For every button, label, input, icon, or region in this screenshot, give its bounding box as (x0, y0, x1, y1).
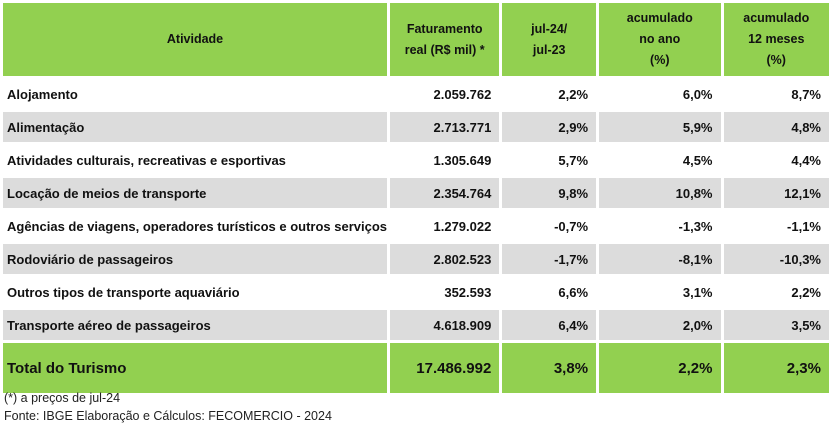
cell-faturamento: 1.305.649 (390, 145, 500, 175)
cell-acumulado-ano: -8,1% (599, 244, 721, 274)
source-note: Fonte: IBGE Elaboração e Cálculos: FECOM… (4, 409, 332, 423)
cell-acumulado-12-meses: 4,8% (723, 112, 829, 142)
header-line: (%) (650, 53, 670, 67)
cell-jul: -0,7% (502, 211, 597, 241)
header-acumulado-ano: acumulado no ano (%) (599, 3, 721, 76)
cell-faturamento: 2.059.762 (390, 79, 500, 109)
cell-jul: 2,9% (502, 112, 597, 142)
cell-jul: 5,7% (502, 145, 597, 175)
header-jul: jul-24/jul-23 (502, 3, 597, 76)
cell-acumulado-12-meses: 4,4% (723, 145, 829, 175)
cell-jul: 9,8% (502, 178, 597, 208)
cell-jul: 2,2% (502, 79, 597, 109)
table-row: Alimentação 2.713.771 2,9% 5,9% 4,8% (3, 112, 829, 142)
cell-acumulado-ano: 2,0% (599, 310, 721, 340)
table-row: Atividades culturais, recreativas e espo… (3, 145, 829, 175)
cell-jul: 3,8% (502, 343, 597, 393)
header-line: 12 meses (748, 32, 805, 46)
tourism-revenue-table: Atividade Faturamento real (R$ mil) * jul… (3, 3, 829, 393)
cell-jul: 6,6% (502, 277, 597, 307)
cell-acumulado-12-meses: 2,2% (723, 277, 829, 307)
header-faturamento: Faturamento real (R$ mil) * (390, 3, 500, 76)
header-line: acumulado (743, 11, 810, 25)
cell-faturamento: 17.486.992 (390, 343, 500, 393)
cell-atividade: Alojamento (3, 79, 388, 109)
table-row: Locação de meios de transporte 2.354.764 9… (3, 178, 829, 208)
cell-acumulado-ano: 10,8% (599, 178, 721, 208)
cell-atividade: Transporte aéreo de passageiros (3, 310, 388, 340)
table-row: Outros tipos de transporte aquaviário 352… (3, 277, 829, 307)
cell-acumulado-12-meses: 8,7% (723, 79, 829, 109)
cell-atividade: Locação de meios de transporte (3, 178, 388, 208)
header-line: acumulado (626, 11, 693, 25)
total-row: Total do Turismo 17.486.992 3,8% 2,2% 2,3% (3, 343, 829, 393)
header-acumulado-12-meses: acumulado 12 meses (%) (723, 3, 829, 76)
cell-atividade: Atividades culturais, recreativas e espo… (3, 145, 388, 175)
cell-acumulado-ano: 2,2% (599, 343, 721, 393)
cell-acumulado-12-meses: 12,1% (723, 178, 829, 208)
table-row: Agências de viagens, operadores turístic… (3, 211, 829, 241)
cell-acumulado-12-meses: 2,3% (723, 343, 829, 393)
footnote: (*) a preços de jul-24 (4, 391, 121, 405)
table-row: Transporte aéreo de passageiros 4.618.909… (3, 310, 829, 340)
cell-faturamento: 2.713.771 (390, 112, 500, 142)
header-row: Atividade Faturamento real (R$ mil) * jul… (3, 3, 829, 76)
header-atividade: Atividade (3, 3, 388, 76)
cell-faturamento: 4.618.909 (390, 310, 500, 340)
header-line: Faturamento (406, 21, 483, 36)
table-row: Alojamento 2.059.762 2,2% 6,0% 8,7% (3, 79, 829, 109)
header-line: no ano (639, 32, 681, 46)
notes: (*) a preços de jul-24 Fonte: IBGE Elabo… (4, 389, 332, 425)
cell-jul: 6,4% (502, 310, 597, 340)
cell-acumulado-ano: 5,9% (599, 112, 721, 142)
cell-atividade: Rodoviário de passageiros (3, 244, 388, 274)
header-line: jul-24/ (531, 21, 568, 36)
cell-atividade: Total do Turismo (3, 343, 388, 393)
cell-acumulado-12-meses: -10,3% (723, 244, 829, 274)
cell-faturamento: 2.802.523 (390, 244, 500, 274)
header-line: jul-23 (532, 42, 566, 57)
header-line: Atividade (166, 32, 224, 46)
cell-faturamento: 352.593 (390, 277, 500, 307)
header-line: real (R$ mil) * (404, 42, 485, 57)
cell-acumulado-ano: 4,5% (599, 145, 721, 175)
cell-acumulado-ano: 6,0% (599, 79, 721, 109)
cell-atividade: Agências de viagens, operadores turístic… (3, 211, 388, 241)
cell-acumulado-12-meses: 3,5% (723, 310, 829, 340)
cell-faturamento: 1.279.022 (390, 211, 500, 241)
cell-acumulado-ano: -1,3% (599, 211, 721, 241)
table-row: Rodoviário de passageiros 2.802.523 -1,7% -… (3, 244, 829, 274)
cell-faturamento: 2.354.764 (390, 178, 500, 208)
cell-atividade: Alimentação (3, 112, 388, 142)
cell-atividade: Outros tipos de transporte aquaviário (3, 277, 388, 307)
cell-acumulado-12-meses: -1,1% (723, 211, 829, 241)
header-line: (%) (766, 53, 786, 67)
cell-jul: -1,7% (502, 244, 597, 274)
cell-acumulado-ano: 3,1% (599, 277, 721, 307)
table-body: Alojamento 2.059.762 2,2% 6,0% 8,7% Alimentaç… (3, 79, 829, 393)
